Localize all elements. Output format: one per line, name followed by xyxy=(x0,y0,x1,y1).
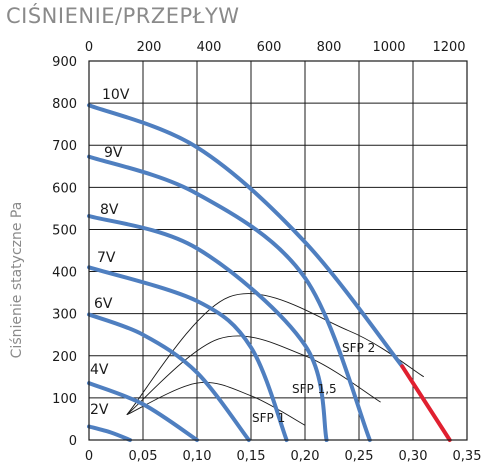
x-bottom-tick-label: 0,20 xyxy=(291,449,320,464)
y-tick-label: 400 xyxy=(52,266,77,281)
x-top-tick-label: 0 xyxy=(85,40,93,55)
plot-border xyxy=(88,60,468,441)
fan-curve xyxy=(87,103,405,369)
sfp-curve xyxy=(126,293,425,415)
fan-curve-label: 9V xyxy=(104,145,123,161)
fan-curve xyxy=(87,265,289,442)
y-tick-label: 500 xyxy=(52,223,77,238)
sfp-curve xyxy=(126,382,306,426)
x-top-tick-label: 600 xyxy=(257,40,282,55)
fan-curve xyxy=(87,154,372,442)
x-top-tick-label: 1000 xyxy=(372,40,405,55)
sfp-curves xyxy=(126,293,425,426)
x-top-tick-label: 1200 xyxy=(432,40,465,55)
fan-curve-label: 4V xyxy=(90,362,109,378)
fan-curve xyxy=(87,381,199,442)
chart-title: CIŚNIENIE/PRZEPŁYW xyxy=(6,4,240,28)
y-tick-label: 300 xyxy=(52,308,77,323)
fan-curve xyxy=(87,214,329,442)
y-tick-label: 600 xyxy=(52,181,77,196)
x-bottom-tick-label: 0,10 xyxy=(183,449,212,464)
fan-curve-label: 2V xyxy=(90,402,109,418)
fan-curve-label: 10V xyxy=(102,87,130,103)
y-tick-label: 700 xyxy=(52,139,77,154)
sfp-curve-label: SFP 2 xyxy=(342,341,375,355)
x-bottom-tick-label: 0,05 xyxy=(129,449,158,464)
sfp-curve-label: SFP 1 xyxy=(252,411,285,425)
x-bottom-tick-label: 0,35 xyxy=(453,449,482,464)
sfp-curve xyxy=(126,335,381,416)
x-bottom-tick-label: 0,30 xyxy=(399,449,428,464)
x-bottom-tick-label: 0,15 xyxy=(237,449,266,464)
x-top-tick-label: 400 xyxy=(197,40,222,55)
fan-curve-extension xyxy=(400,364,452,442)
fan-curve-label: 8V xyxy=(100,202,119,218)
x-top-tick-label: 800 xyxy=(317,40,342,55)
y-tick-label: 100 xyxy=(52,392,77,407)
y-axis-label: Ciśnienie statyczne Pa xyxy=(9,202,25,359)
y-tick-label: 900 xyxy=(52,55,77,70)
y-tick-label: 200 xyxy=(52,350,77,365)
y-tick-label: 0 xyxy=(69,434,77,449)
x-bottom-tick-label: 0 xyxy=(85,449,93,464)
sfp-curve-label: SFP 1,5 xyxy=(292,382,337,396)
fan-curve-label: 7V xyxy=(97,250,116,266)
fan-curve-label: 6V xyxy=(94,296,113,312)
series-labels: SFP 2 SFP 1,5 SFP 1 10V 9V 8V 7V 6V 4V 2V xyxy=(90,87,375,425)
x-bottom-tick-label: 0,25 xyxy=(345,449,374,464)
fan-curves xyxy=(87,103,452,442)
grid xyxy=(88,60,468,441)
tick-labels: 0 100 200 300 400 500 600 700 800 900 0 0,05 0,10 0,1… xyxy=(52,40,481,464)
fan-curve xyxy=(87,424,132,442)
fan-curve xyxy=(87,312,251,442)
plot-frame xyxy=(88,60,468,441)
x-top-tick-label: 200 xyxy=(137,40,162,55)
y-tick-label: 800 xyxy=(52,97,77,112)
